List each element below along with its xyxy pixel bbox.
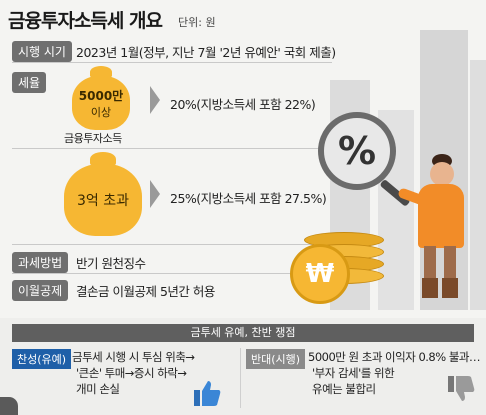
won-coin: ₩ — [290, 244, 350, 304]
won-symbol: ₩ — [305, 259, 335, 289]
rate-small-text: 20%(지방소득세 포함 22%) — [170, 97, 316, 112]
rate-large-text: 25%(지방소득세 포함 27.5%) — [170, 191, 327, 206]
con-line: 유예는 불합리 — [312, 382, 376, 396]
money-bag-small: 5000만 이상 — [72, 66, 130, 130]
thumbs-down-icon — [446, 374, 476, 404]
con-line: '부자 감세'를 위한 — [312, 366, 395, 380]
divider — [12, 62, 332, 63]
divider-vertical — [240, 348, 241, 408]
carryover-text: 결손금 이월공제 5년간 허용 — [76, 284, 215, 299]
magnifier-icon: % — [318, 112, 396, 190]
page-title: 금융투자소득세 개요 — [8, 10, 163, 32]
background-building-4 — [470, 60, 486, 310]
percent-symbol: % — [337, 129, 377, 173]
bag-small-caption: 금융투자소득 — [64, 132, 122, 145]
taxation-method-text: 반기 원천징수 — [76, 256, 146, 271]
dispute-title: 금투세 유예, 찬반 쟁점 — [12, 324, 474, 342]
implementation-label: 시행 시기 — [12, 41, 72, 62]
woman-figure — [396, 150, 486, 310]
tax-rate-label: 세율 — [12, 72, 47, 93]
implementation-text: 2023년 1월(정부, 지난 7월 '2년 유예안' 국회 제출) — [76, 45, 336, 60]
bag-small-line2: 이상 — [90, 105, 112, 119]
divider — [12, 244, 312, 245]
arrow-icon — [150, 86, 160, 114]
con-label: 반대(시행) — [246, 349, 306, 369]
taxation-method-label: 과세방법 — [12, 252, 69, 273]
arrow-icon — [150, 180, 160, 208]
bag-small-line1: 5000만 — [78, 88, 124, 103]
pro-line: '큰손' 투매→증시 하락→ — [76, 366, 187, 380]
pro-label: 찬성(유예) — [12, 349, 72, 369]
money-bag-large: 3억 초과 — [64, 152, 142, 236]
con-line: 5000만 원 초과 이익자 0.8% 불과… — [308, 350, 480, 364]
thumbs-up-icon — [192, 378, 222, 408]
pro-text: 금투세 시행 시 투심 위축→ '큰손' 투매→증시 하락→ 개미 손실 — [72, 349, 222, 397]
corner-button[interactable] — [0, 397, 18, 415]
pro-line: 금투세 시행 시 투심 위축→ — [72, 350, 195, 364]
carryover-label: 이월공제 — [12, 280, 69, 301]
divider — [12, 273, 292, 274]
divider — [12, 148, 332, 149]
unit-note: 단위: 원 — [178, 16, 216, 29]
bag-large-text: 3억 초과 — [77, 193, 129, 209]
pro-line: 개미 손실 — [76, 382, 120, 396]
con-text: 5000만 원 초과 이익자 0.8% 불과… '부자 감세'를 위한 유예는 … — [308, 349, 484, 397]
